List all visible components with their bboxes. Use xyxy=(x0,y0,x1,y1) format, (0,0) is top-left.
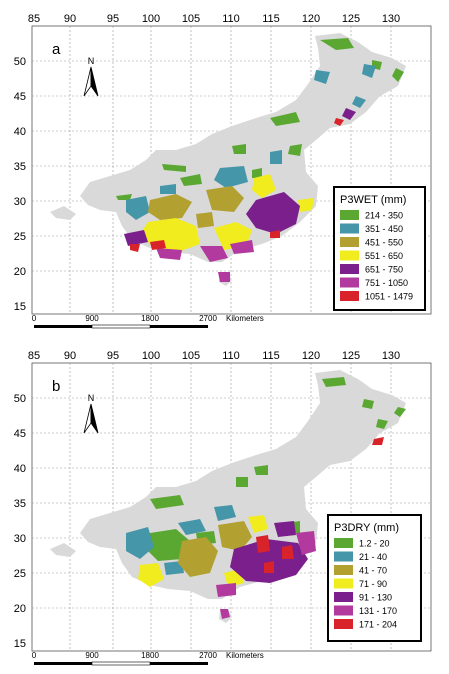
scale-label: 900 xyxy=(85,314,99,323)
scale-label: 0 xyxy=(32,314,37,323)
legend-label: 91 - 130 xyxy=(359,593,392,603)
legend-label: 71 - 90 xyxy=(359,579,387,589)
x-tick: 85 xyxy=(28,350,40,362)
scale-label: 2700 xyxy=(199,651,217,660)
class-patches xyxy=(126,377,406,619)
map-panel-b: 85 90 95 100 105 110 115 120 125 130 50 … xyxy=(0,337,449,674)
y-tick: 30 xyxy=(14,196,26,208)
x-tick: 100 xyxy=(142,13,160,25)
scale-label: 0 xyxy=(32,651,37,660)
legend-label: 551 - 650 xyxy=(365,251,403,261)
panel-label: b xyxy=(52,378,60,395)
legend-label: 1.2 - 20 xyxy=(359,539,390,549)
north-label: N xyxy=(88,393,95,403)
legend-swatch xyxy=(334,592,353,602)
scale-label: 1800 xyxy=(141,314,159,323)
legend-swatch xyxy=(340,264,359,274)
legend-swatch xyxy=(340,223,359,234)
x-tick: 120 xyxy=(302,13,320,25)
x-tick: 130 xyxy=(382,350,400,362)
legend-label: 41 - 70 xyxy=(359,566,387,576)
legend-label: 351 - 450 xyxy=(365,224,403,234)
legend-swatch xyxy=(334,619,353,629)
x-tick: 105 xyxy=(182,350,200,362)
x-tick-labels: 85 90 95 100 105 110 115 120 125 130 xyxy=(28,350,400,362)
x-tick: 95 xyxy=(107,13,119,25)
y-tick: 40 xyxy=(14,126,26,138)
legend-swatch xyxy=(340,237,359,247)
north-arrow-icon: N xyxy=(83,56,99,97)
y-tick: 15 xyxy=(14,301,26,313)
x-tick: 130 xyxy=(382,13,400,25)
legend-label: 21 - 40 xyxy=(359,552,387,562)
legend-label: 451 - 550 xyxy=(365,238,403,248)
legend-label: 214 - 350 xyxy=(365,211,403,221)
legend-swatch xyxy=(340,277,359,288)
y-tick: 25 xyxy=(14,568,26,580)
y-tick-labels: 50 45 40 35 30 25 20 15 xyxy=(14,393,26,650)
map-b-svg: 85 90 95 100 105 110 115 120 125 130 50 … xyxy=(14,350,432,666)
scale-bar: 0 900 1800 2700 Kilometers xyxy=(32,314,264,329)
x-tick: 115 xyxy=(262,13,280,25)
x-tick: 125 xyxy=(342,13,360,25)
x-tick: 85 xyxy=(28,13,40,25)
scale-bar: 0 900 1800 2700 Kilometers xyxy=(32,651,264,666)
legend-swatch xyxy=(340,291,359,301)
x-tick: 110 xyxy=(222,13,240,25)
legend-swatch xyxy=(334,578,353,589)
legend-label: 131 - 170 xyxy=(359,606,397,616)
legend-swatch xyxy=(334,605,353,616)
y-tick: 50 xyxy=(14,56,26,68)
legend-label: 751 - 1050 xyxy=(365,278,408,288)
scale-unit: Kilometers xyxy=(226,651,264,660)
x-tick: 105 xyxy=(182,13,200,25)
y-tick: 40 xyxy=(14,463,26,475)
legend-swatch xyxy=(340,210,359,220)
panel-label: a xyxy=(52,41,61,58)
y-tick: 35 xyxy=(14,161,26,173)
x-tick: 120 xyxy=(302,350,320,362)
north-label: N xyxy=(88,56,95,66)
y-tick: 45 xyxy=(14,428,26,440)
class-patches xyxy=(116,38,404,282)
legend-swatch xyxy=(340,250,359,261)
legend-title: P3WET (mm) xyxy=(340,194,406,206)
x-tick: 100 xyxy=(142,350,160,362)
legend-swatch xyxy=(334,538,353,548)
legend-label: 651 - 750 xyxy=(365,265,403,275)
x-tick: 115 xyxy=(262,350,280,362)
y-tick: 25 xyxy=(14,231,26,243)
legend-label: 171 - 204 xyxy=(359,620,397,630)
legend-label: 1051 - 1479 xyxy=(365,292,413,302)
map-a-svg: 85 90 95 100 105 110 115 120 125 130 50 … xyxy=(14,13,432,329)
y-tick-labels: 50 45 40 35 30 25 20 15 xyxy=(14,56,26,313)
legend: P3WET (mm) 214 - 350 351 - 450 451 - 550 55… xyxy=(333,186,426,311)
x-tick-labels: 85 90 95 100 105 110 115 120 125 130 xyxy=(28,13,400,25)
map-panel-a: 85 90 95 100 105 110 115 120 125 130 50 … xyxy=(14,13,432,329)
legend: P3DRY (mm) 1.2 - 20 21 - 40 41 - 70 71 - 90… xyxy=(327,514,422,642)
legend-title: P3DRY (mm) xyxy=(334,522,399,534)
x-tick: 90 xyxy=(64,350,76,362)
y-tick: 20 xyxy=(14,266,26,278)
x-tick: 90 xyxy=(64,13,76,25)
scale-label: 900 xyxy=(85,651,99,660)
y-tick: 30 xyxy=(14,533,26,545)
scale-label: 2700 xyxy=(199,314,217,323)
y-tick: 35 xyxy=(14,498,26,510)
y-tick: 45 xyxy=(14,91,26,103)
x-tick: 110 xyxy=(222,350,240,362)
legend-swatch xyxy=(334,565,353,575)
x-tick: 125 xyxy=(342,350,360,362)
y-tick: 50 xyxy=(14,393,26,405)
y-tick: 15 xyxy=(14,638,26,650)
north-arrow-icon: N xyxy=(83,393,99,434)
x-tick: 95 xyxy=(107,350,119,362)
scale-unit: Kilometers xyxy=(226,314,264,323)
legend-swatch xyxy=(334,551,353,562)
scale-label: 1800 xyxy=(141,651,159,660)
y-tick: 20 xyxy=(14,603,26,615)
